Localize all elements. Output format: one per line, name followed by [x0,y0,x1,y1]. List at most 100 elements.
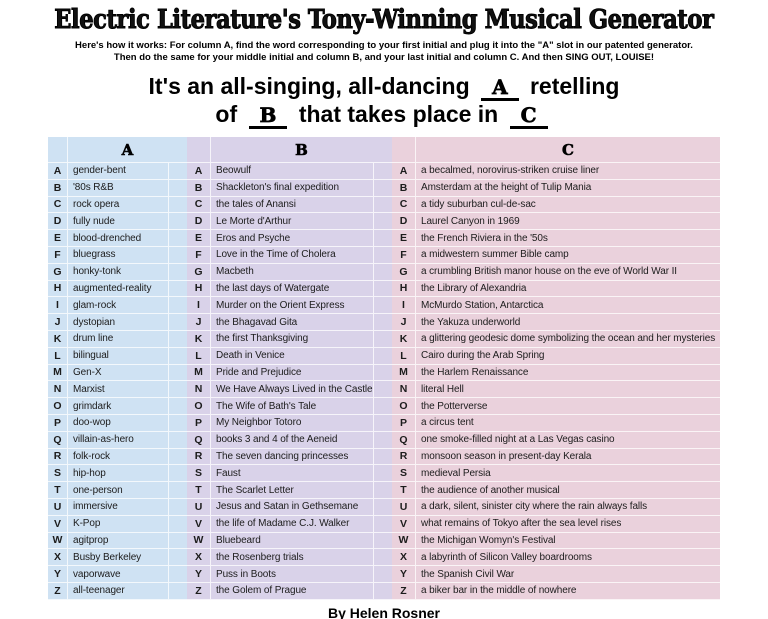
row-text-b: the Rosenberg trials [211,549,373,567]
row-text-a: folk-rock [68,449,168,466]
row-letter-c: E [392,230,416,247]
row-spacer-b [373,465,392,483]
row-text-c: a becalmed, norovirus-striken cruise lin… [416,163,720,180]
row-letter-a: S [48,465,68,483]
page-title: Electric Literature's Tony-Winning Music… [0,0,768,36]
row-text-a: K-Pop [68,516,168,533]
row-text-a: all-teenager [68,583,168,600]
row-text-c: Laurel Canyon in 1969 [416,213,720,231]
row-letter-b: I [187,297,211,315]
row-text-c: the Michigan Womyn's Festival [416,533,720,550]
header-letter-gutter-a [48,137,68,163]
row-text-a: bluegrass [68,247,168,264]
row-text-b: Le Morte d'Arthur [211,213,373,231]
row-text-a: augmented-reality [68,281,168,298]
row-text-c: literal Hell [416,381,720,399]
row-letter-a: X [48,549,68,567]
instructions-line-1: Here's how it works: For column A, find … [75,40,693,51]
row-letter-a: N [48,381,68,399]
row-text-b: the tales of Anansi [211,197,373,214]
row-letter-a: A [48,163,68,180]
row-spacer-a [168,196,187,214]
row-spacer-a [168,549,187,567]
row-letter-a: R [48,448,68,466]
row-spacer-a [168,163,187,180]
row-letter-b: W [187,532,211,550]
row-letter-a: J [48,314,68,331]
row-spacer-a [168,347,187,365]
row-letter-c: X [392,549,416,567]
row-spacer-b [373,364,392,382]
row-spacer-b [373,330,392,348]
row-letter-a: P [48,414,68,432]
row-text-a: vaporwave [68,566,168,583]
row-letter-b: L [187,347,211,365]
row-letter-a: I [48,297,68,315]
row-spacer-b [373,347,392,365]
row-text-c: the French Riviera in the '50s [416,230,720,247]
row-letter-a: Z [48,582,68,600]
row-text-c: a crumbling British manor house on the e… [416,264,720,281]
row-text-c: the audience of another musical [416,482,720,499]
blank-c: C [509,105,548,129]
row-text-b: the first Thanksgiving [211,331,373,348]
row-text-c: one smoke-filled night at a Las Vegas ca… [416,432,720,449]
page-title-text: Electric Literature's Tony-Winning Music… [54,5,715,36]
row-text-b: Macbeth [211,264,373,281]
row-text-c: a biker bar in the middle of nowhere [416,583,720,600]
row-text-a: hip-hop [68,465,168,483]
row-spacer-b [373,196,392,214]
row-text-c: the Yakuza underworld [416,314,720,331]
column-header-a: A [68,137,187,163]
row-text-c: monsoon season in present-day Kerala [416,449,720,466]
row-text-b: The seven dancing princesses [211,449,373,466]
row-text-a: '80s R&B [68,180,168,197]
row-letter-a: L [48,347,68,365]
row-text-b: Bluebeard [211,533,373,550]
row-text-b: Beowulf [211,163,373,180]
row-spacer-b [373,213,392,231]
row-letter-b: T [187,482,211,499]
madlib-line-1: It's an all-singing, all-dancing A retel… [0,73,768,101]
row-spacer-b [373,179,392,197]
instructions: Here's how it works: For column A, find … [0,40,768,63]
row-spacer-a [168,498,187,516]
row-letter-c: M [392,364,416,382]
column-header-b: B [211,137,392,163]
row-letter-c: I [392,297,416,315]
row-text-b: Puss in Boots [211,566,373,583]
row-spacer-a [168,414,187,432]
row-spacer-a [168,582,187,600]
row-text-c: McMurdo Station, Antarctica [416,297,720,315]
row-letter-c: H [392,280,416,298]
row-text-c: a labyrinth of Silicon Valley boardrooms [416,549,720,567]
row-letter-c: W [392,532,416,550]
row-spacer-a [168,381,187,399]
row-letter-b: X [187,549,211,567]
row-spacer-a [168,398,187,415]
row-letter-b: E [187,230,211,247]
madlib-segment-1: It's an all-singing, all-dancing [148,73,470,99]
row-spacer-a [168,566,187,583]
row-letter-b: Q [187,431,211,449]
row-letter-b: N [187,381,211,399]
row-text-a: fully nude [68,213,168,231]
row-text-c: a circus tent [416,415,720,432]
row-text-a: rock opera [68,197,168,214]
row-spacer-b [373,280,392,298]
row-text-c: the Library of Alexandria [416,281,720,298]
row-letter-a: H [48,280,68,298]
row-text-c: what remains of Tokyo after the sea leve… [416,516,720,533]
row-letter-c: P [392,414,416,432]
row-spacer-b [373,414,392,432]
row-letter-a: B [48,179,68,197]
row-letter-a: T [48,482,68,499]
row-spacer-a [168,213,187,231]
row-text-a: bilingual [68,348,168,365]
row-text-a: Gen-X [68,365,168,382]
row-spacer-b [373,566,392,583]
row-spacer-b [373,230,392,247]
row-letter-a: K [48,330,68,348]
